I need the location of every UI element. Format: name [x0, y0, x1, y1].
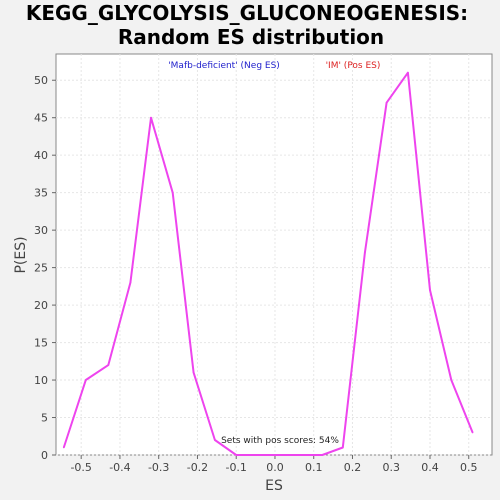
x-tick-label: 0.3 — [382, 461, 400, 474]
plot-area — [55, 53, 493, 456]
y-tick-label: 5 — [41, 412, 48, 425]
legend-pos-label: 'IM' (Pos ES) — [326, 61, 381, 71]
series-layer — [62, 71, 474, 456]
data-point — [129, 281, 132, 284]
data-point — [85, 379, 87, 381]
data-point — [429, 289, 431, 291]
series-line — [62, 71, 474, 456]
chart-title-line1: KEGG_GLYCOLYSIS_GLUCONEOGENESIS: — [26, 1, 468, 25]
data-point — [321, 454, 324, 456]
data-point — [107, 364, 110, 366]
chart-title-line2: Random ES distribution — [118, 25, 384, 49]
y-tick-label: 10 — [34, 374, 48, 387]
data-point — [278, 454, 281, 456]
data-point — [256, 454, 259, 456]
y-tick-label: 20 — [34, 299, 48, 312]
data-point — [171, 191, 174, 194]
data-point — [192, 371, 195, 374]
x-tick-label: -0.4 — [109, 461, 130, 474]
x-tick-label: -0.2 — [187, 461, 208, 474]
y-axis: 0 5 10 15 20 25 30 35 40 45 50 — [34, 74, 56, 462]
x-axis-label: ES — [265, 478, 283, 494]
data-point — [407, 71, 409, 74]
x-tick-label: -0.1 — [225, 461, 246, 474]
y-tick-label: 45 — [34, 112, 48, 125]
x-tick-label: -0.5 — [70, 461, 91, 474]
x-tick-label: 0.2 — [344, 461, 362, 474]
grid-lines — [56, 54, 492, 456]
data-point — [214, 439, 216, 441]
data-point — [385, 101, 388, 104]
y-tick-label: 35 — [34, 187, 48, 200]
legend-neg-label: 'Mafb-deficient' (Neg ES) — [168, 61, 280, 71]
data-point — [471, 431, 474, 434]
x-tick-label: 0.4 — [421, 461, 439, 474]
data-point — [150, 116, 152, 119]
data-point — [300, 454, 302, 456]
data-point — [364, 251, 366, 254]
y-tick-label: 15 — [34, 337, 48, 350]
x-tick-label: 0.1 — [305, 461, 323, 474]
y-axis-label: P(ES) — [13, 236, 29, 273]
y-tick-label: 40 — [34, 149, 48, 162]
x-tick-label: 0.0 — [266, 461, 284, 474]
x-tick-label: -0.3 — [148, 461, 169, 474]
y-tick-label: 30 — [34, 224, 48, 237]
pos-scores-annotation: Sets with pos scores: 54% — [221, 436, 339, 446]
y-tick-label: 25 — [34, 262, 48, 275]
data-point — [62, 446, 65, 449]
x-axis: -0.5 -0.4 -0.3 -0.2 -0.1 0.0 0.1 0.2 0.3 0.4 0.5 — [70, 455, 477, 474]
y-tick-label: 50 — [34, 74, 48, 87]
data-point — [235, 454, 238, 456]
data-point — [341, 446, 344, 449]
x-tick-label: 0.5 — [460, 461, 478, 474]
data-point — [450, 379, 453, 381]
y-tick-label: 0 — [41, 449, 48, 462]
